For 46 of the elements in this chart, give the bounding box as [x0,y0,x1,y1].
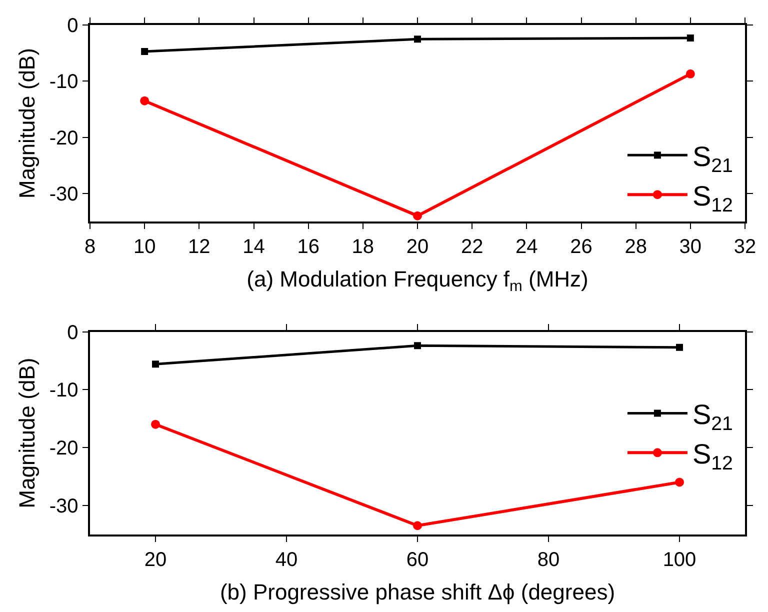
y-tick-label: -10 [49,71,78,94]
legend-label: S$_{12}$ [692,180,733,216]
x-tick-label: 26 [570,236,592,258]
x-tick-label: 28 [624,236,647,258]
y-tick-label: -10 [49,380,78,402]
y-tick-label: -20 [49,438,78,460]
x-tick-label: 80 [537,549,560,572]
x-tick-label: 40 [275,549,298,572]
point [152,360,159,368]
x-tick-label: 10 [133,236,156,258]
y-tick-label: 0 [67,15,78,38]
x-axis-title: (b) Progressive phase shift Δϕ (degrees) [220,579,616,604]
y-axis-title: Magnitude (dB) [14,48,40,198]
x-tick-label: 20 [144,549,167,572]
point [414,342,421,350]
x-tick-label: 18 [352,236,374,258]
y-axis-title: Magnitude (dB) [14,358,40,508]
x-tick-label: 16 [297,236,320,258]
x-tick-label: 20 [406,236,429,258]
x-tick-label: 8 [84,236,96,258]
point [151,420,160,429]
x-tick-label: 24 [516,236,538,258]
point [141,48,148,55]
legend-label: S$_{21}$ [692,399,733,436]
x-tick-label: 32 [734,236,756,258]
x-tick-label: 30 [679,236,702,258]
point [676,344,683,351]
point [413,521,422,530]
point [413,211,422,220]
y-tick-label: -20 [49,127,78,150]
point [675,478,684,487]
point [140,96,150,106]
y-tick-label: 0 [67,322,78,344]
legend-label: S$_{21}$ [692,141,733,177]
y-tick-label: -30 [49,183,78,206]
x-tick-label: 14 [242,236,265,258]
x-tick-label: 60 [406,549,429,572]
legend-label: S$_{12}$ [692,438,733,474]
point [686,69,695,78]
x-tick-label: 12 [188,236,210,258]
x-axis-title: (a) Modulation Frequency f$_{m}$ (MHz) [246,266,588,296]
point [686,34,694,42]
y-tick-label: -30 [49,495,78,518]
x-tick-label: 100 [662,549,696,572]
x-tick-label: 22 [460,236,484,258]
point [414,36,421,43]
